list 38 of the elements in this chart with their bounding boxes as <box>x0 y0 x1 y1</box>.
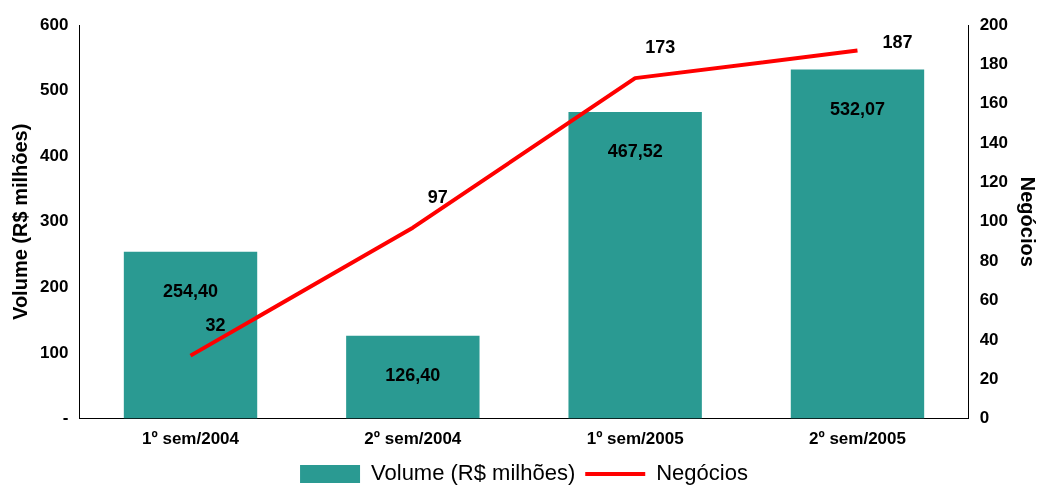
x-tick-label: 2º sem/2004 <box>364 429 462 449</box>
y2-tick-label: 80 <box>979 250 999 270</box>
y2-tick-label: 160 <box>979 93 1009 113</box>
data-label: 532,07 <box>829 98 886 119</box>
x-tick-label: 2º sem/2005 <box>809 429 906 449</box>
y2-tick-label: 180 <box>979 54 1009 74</box>
data-label: 187 <box>882 31 913 52</box>
y-tick-label: 600 <box>39 14 69 34</box>
y2-tick-label: 0 <box>979 408 990 428</box>
data-label: 467,52 <box>607 140 663 161</box>
y2-axis-title: Negócios <box>1017 176 1040 267</box>
x-tick-label: 1º sem/2005 <box>586 429 684 449</box>
y-tick-label: 300 <box>39 211 69 231</box>
data-label: 97 <box>427 186 448 207</box>
y-tick-label: 400 <box>39 145 69 165</box>
y2-tick-label: 60 <box>979 290 999 310</box>
data-label: 126,40 <box>385 364 441 385</box>
data-label: 254,40 <box>162 280 219 301</box>
legend-label: Negócios <box>656 460 748 486</box>
y2-tick-label: 200 <box>979 14 1009 34</box>
data-label: 173 <box>645 37 676 58</box>
x-tick-label: 1º sem/2004 <box>142 429 240 449</box>
y-tick-label: - <box>62 408 69 428</box>
bar <box>123 251 258 419</box>
y2-tick-label: 120 <box>979 172 1009 192</box>
y2-tick-label: 20 <box>979 368 999 388</box>
bar <box>568 111 702 419</box>
bar <box>346 335 480 419</box>
y-tick-label: 500 <box>39 80 69 100</box>
y-tick-label: 200 <box>39 277 69 297</box>
y2-tick-label: 40 <box>979 329 999 349</box>
y2-tick-label: 140 <box>979 132 1009 152</box>
y-axis-title: Volume (R$ milhões) <box>8 123 31 320</box>
data-label: 32 <box>205 314 226 335</box>
bar <box>790 69 925 419</box>
y-tick-label: 100 <box>39 342 69 362</box>
y2-tick-label: 100 <box>979 211 1009 231</box>
legend-label: Volume (R$ milhões) <box>371 460 576 486</box>
